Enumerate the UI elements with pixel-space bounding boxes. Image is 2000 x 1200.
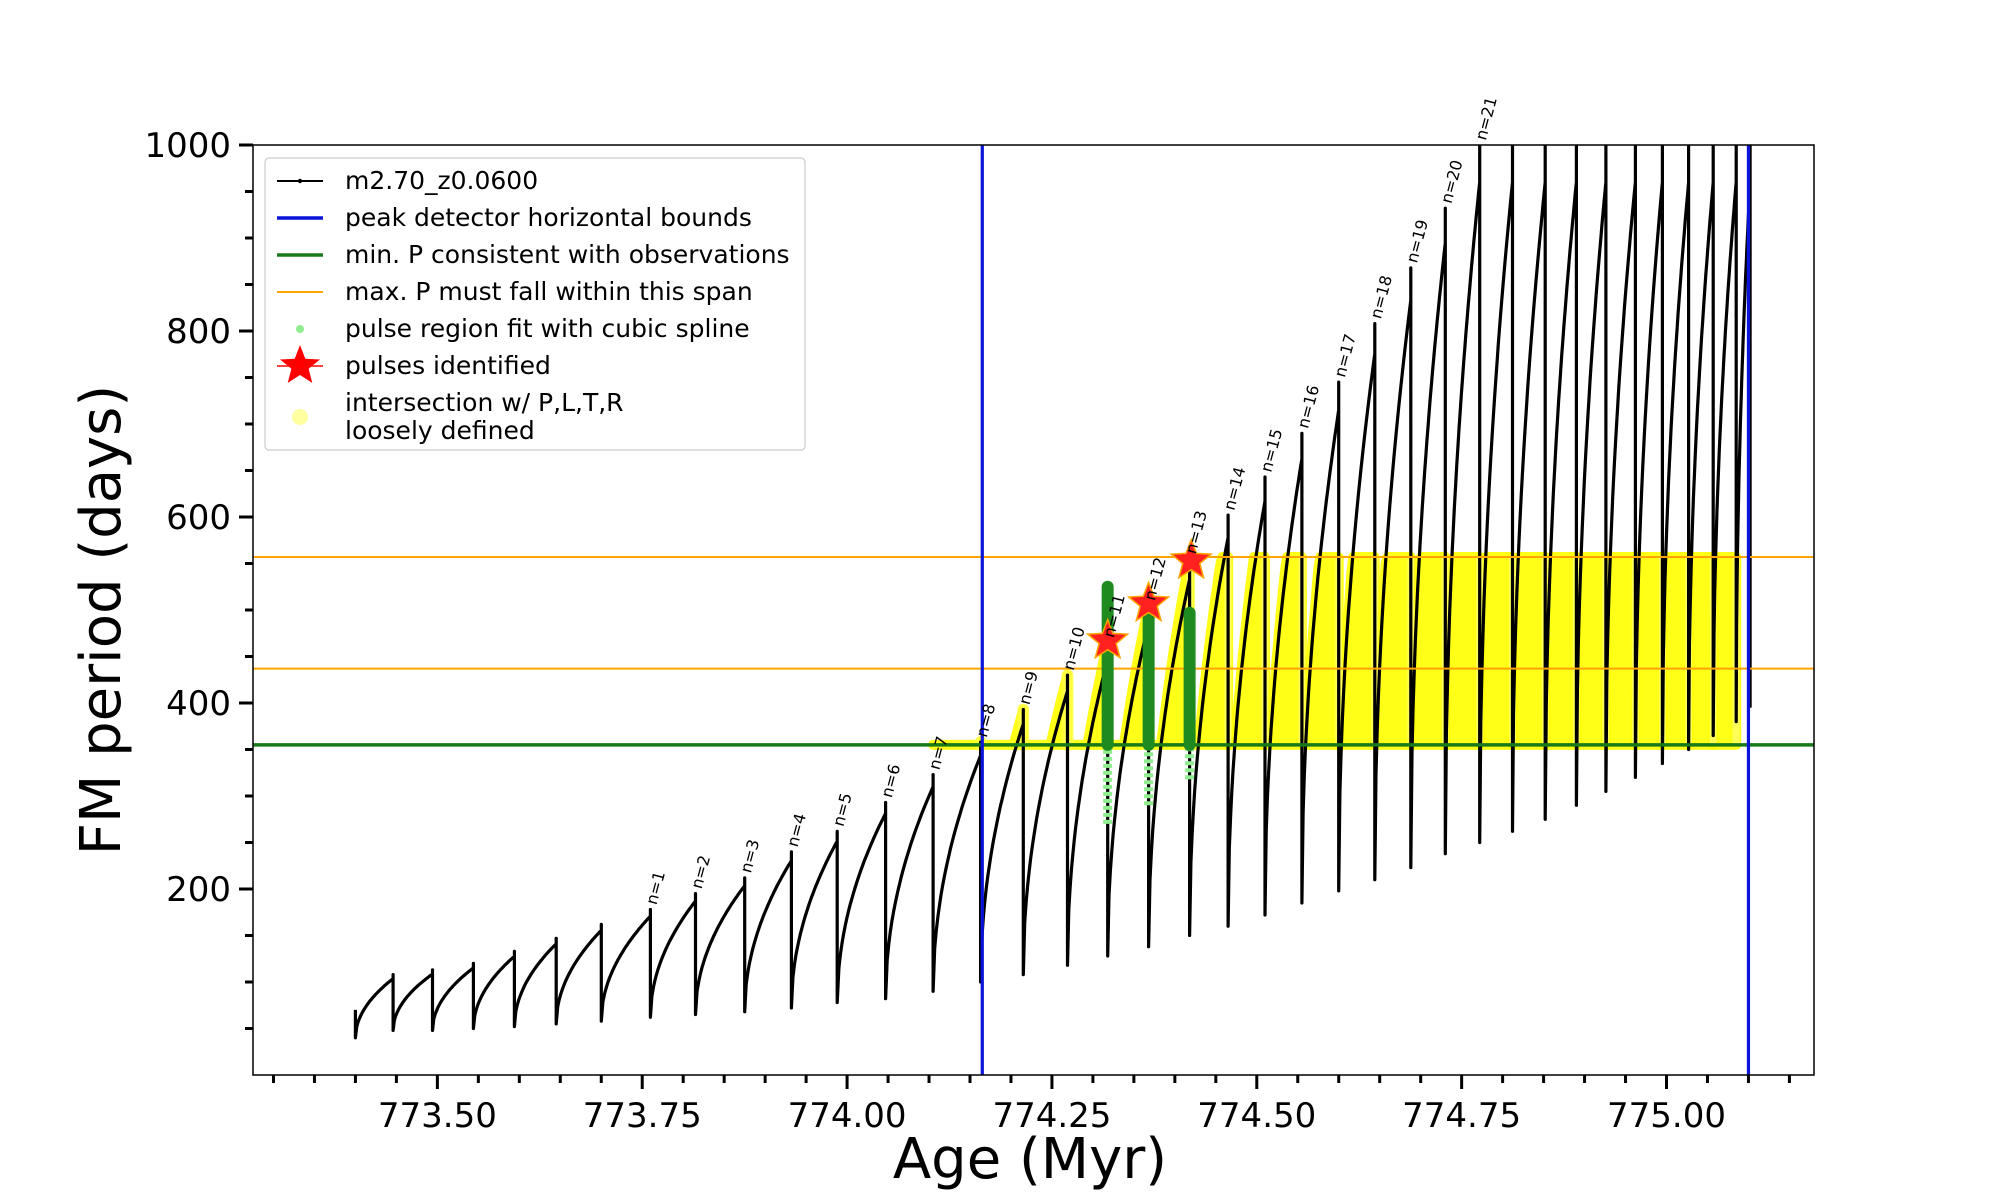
x-tick-label-6: 774.75: [1402, 1096, 1521, 1136]
axes: 773.50 773.75 774.00 774.25 774.50 774.75 775.…: [144, 126, 1815, 1136]
pulse-label-1: n=1: [642, 869, 669, 907]
legend-box: [264, 157, 806, 451]
plot-inner: [253, 145, 1814, 1075]
legend-label-max-p: max. P must fall within this span: [345, 277, 753, 306]
pulse-label-8: n=8: [972, 702, 999, 740]
legend-label-spline: pulse region fit with cubic spline: [345, 314, 750, 343]
x-tick-label-5: 774.50: [1197, 1096, 1316, 1136]
legend-label-intersection-2: loosely defined: [345, 416, 535, 445]
pulse-label-6: n=6: [877, 762, 904, 800]
legend-handle-spline: [296, 325, 304, 333]
legend-label-bounds: peak detector horizontal bounds: [345, 203, 752, 232]
legend-label-min-p: min. P consistent with observations: [345, 240, 790, 269]
pulse-label-21: n=21: [1471, 95, 1501, 142]
y-tick-label-2: 400: [166, 684, 231, 724]
pulse-label-14: n=14: [1220, 465, 1250, 512]
legend-label-intersection-1: intersection w/ P,L,T,R: [345, 388, 624, 417]
legend-handle-model-marker: [297, 178, 303, 184]
pulse-label-4: n=4: [783, 811, 810, 849]
pulse-label-10: n=10: [1059, 625, 1089, 672]
pulse-label-18: n=18: [1366, 273, 1396, 320]
legend-label-model: m2.70_z0.0600: [345, 166, 538, 195]
pulse-label-12: n=12: [1140, 555, 1170, 602]
intersection-band: [928, 552, 1742, 751]
intersection-fill-pulse-24: [1333, 552, 1380, 750]
legend-label-pulses: pulses identified: [345, 351, 551, 380]
pulse-star-2: [1126, 580, 1171, 623]
model-curve-line: [353, 145, 1752, 1040]
pulse-label-15: n=15: [1257, 427, 1287, 474]
x-tick-label-4: 774.25: [992, 1096, 1111, 1136]
pulse-label-19: n=19: [1402, 218, 1432, 265]
pulse-label-2: n=2: [687, 853, 714, 891]
pulse-star-3: [1169, 537, 1214, 580]
pulse-label-13: n=13: [1181, 509, 1211, 556]
pulse-label-3: n=3: [736, 837, 763, 875]
x-tick-label-7: 775.00: [1607, 1096, 1726, 1136]
pulse-label-9: n=9: [1015, 669, 1042, 707]
legend-handle-intersection: [292, 409, 308, 425]
legend-handle-star: [280, 345, 320, 383]
y-tick-label-5: 1000: [144, 126, 231, 166]
x-axis-title: Age (Myr): [893, 1127, 1167, 1192]
pulse-label-20: n=20: [1437, 158, 1467, 205]
pulse-label-7: n=7: [925, 734, 952, 772]
pulse-label-16: n=16: [1293, 383, 1323, 430]
intersection-fill-pulse-21: [1223, 552, 1270, 750]
y-tick-label-3: 600: [166, 498, 231, 538]
x-tick-label-3: 774.00: [788, 1096, 907, 1136]
pulse-label-17: n=17: [1330, 332, 1360, 379]
y-axis-title: FM period (days): [69, 385, 134, 855]
y-tick-label-4: 800: [166, 312, 231, 352]
x-tick-label-2: 773.75: [583, 1096, 702, 1136]
y-tick-label-1: 200: [166, 870, 231, 910]
x-tick-label-1: 773.50: [378, 1096, 497, 1136]
pulse-label-5: n=5: [829, 791, 856, 829]
pulse-star-1: [1085, 617, 1130, 660]
